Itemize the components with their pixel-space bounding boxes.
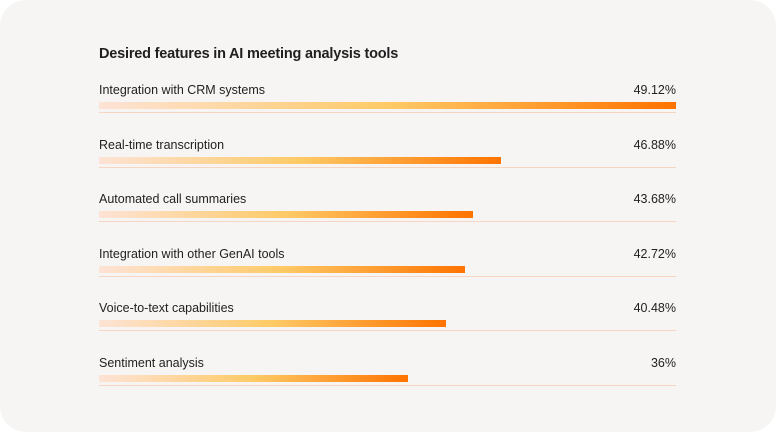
bar-track xyxy=(99,379,676,386)
bar-track xyxy=(99,215,676,223)
category-label: Integration with CRM systems xyxy=(99,83,266,97)
bar xyxy=(99,211,473,219)
bar xyxy=(99,265,465,273)
bar-track xyxy=(99,161,676,168)
bar-row: Voice-to-text capabilities 40.48% xyxy=(99,301,676,341)
value-label: 43.68% xyxy=(633,192,676,207)
chart-title: Desired features in AI meeting analysis … xyxy=(99,46,399,62)
bar-track xyxy=(99,106,676,113)
bar-row: Real-time transcription 46.88% xyxy=(99,138,676,178)
bar xyxy=(99,102,676,109)
value-label: 36% xyxy=(650,356,676,370)
category-label: Integration with other GenAI tools xyxy=(99,246,285,261)
value-label: 40.48% xyxy=(633,301,676,316)
value-label: 46.88% xyxy=(633,137,676,152)
bar-track xyxy=(99,270,676,277)
category-label: Automated call summaries xyxy=(99,192,247,207)
value-label: 42.72% xyxy=(633,246,676,261)
bar-row: Automated call summaries 43.68% xyxy=(99,192,676,232)
bar xyxy=(99,375,409,382)
bar xyxy=(99,156,502,164)
bar-row: Integration with other GenAI tools 42.72… xyxy=(99,247,676,287)
bar-row: Sentiment analysis 36% xyxy=(99,356,676,396)
bar-track xyxy=(99,324,676,332)
category-label: Voice-to-text capabilities xyxy=(99,301,234,316)
category-label: Sentiment analysis xyxy=(99,356,204,370)
value-label: 49.12% xyxy=(633,83,676,97)
bar xyxy=(99,320,446,328)
bar-row: Integration with CRM systems 49.12% xyxy=(99,83,676,123)
category-label: Real-time transcription xyxy=(99,137,225,152)
